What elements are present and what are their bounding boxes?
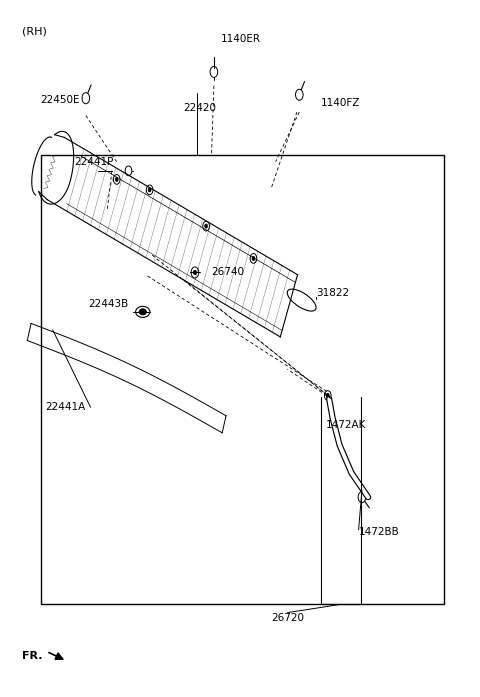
Circle shape: [204, 224, 207, 228]
Text: 26720: 26720: [271, 613, 304, 623]
Ellipse shape: [139, 309, 146, 315]
Text: 22420: 22420: [183, 103, 216, 113]
Text: 31822: 31822: [316, 288, 349, 298]
Text: (RH): (RH): [22, 27, 47, 37]
Circle shape: [148, 187, 151, 192]
Text: 22443B: 22443B: [88, 298, 129, 309]
Circle shape: [115, 177, 118, 181]
Text: 1472BB: 1472BB: [359, 527, 399, 537]
Circle shape: [252, 256, 255, 261]
Text: 26740: 26740: [212, 268, 244, 277]
Bar: [41, 155, 444, 604]
Text: 22441A: 22441A: [46, 402, 86, 412]
Text: 1140FZ: 1140FZ: [321, 98, 360, 108]
Circle shape: [193, 270, 196, 275]
Text: 22441P: 22441P: [74, 157, 113, 167]
Text: FR.: FR.: [22, 651, 42, 661]
Text: 22450E: 22450E: [41, 95, 80, 105]
Text: 1472AK: 1472AK: [325, 420, 366, 429]
Circle shape: [326, 393, 329, 397]
Text: 1140ER: 1140ER: [221, 34, 261, 45]
